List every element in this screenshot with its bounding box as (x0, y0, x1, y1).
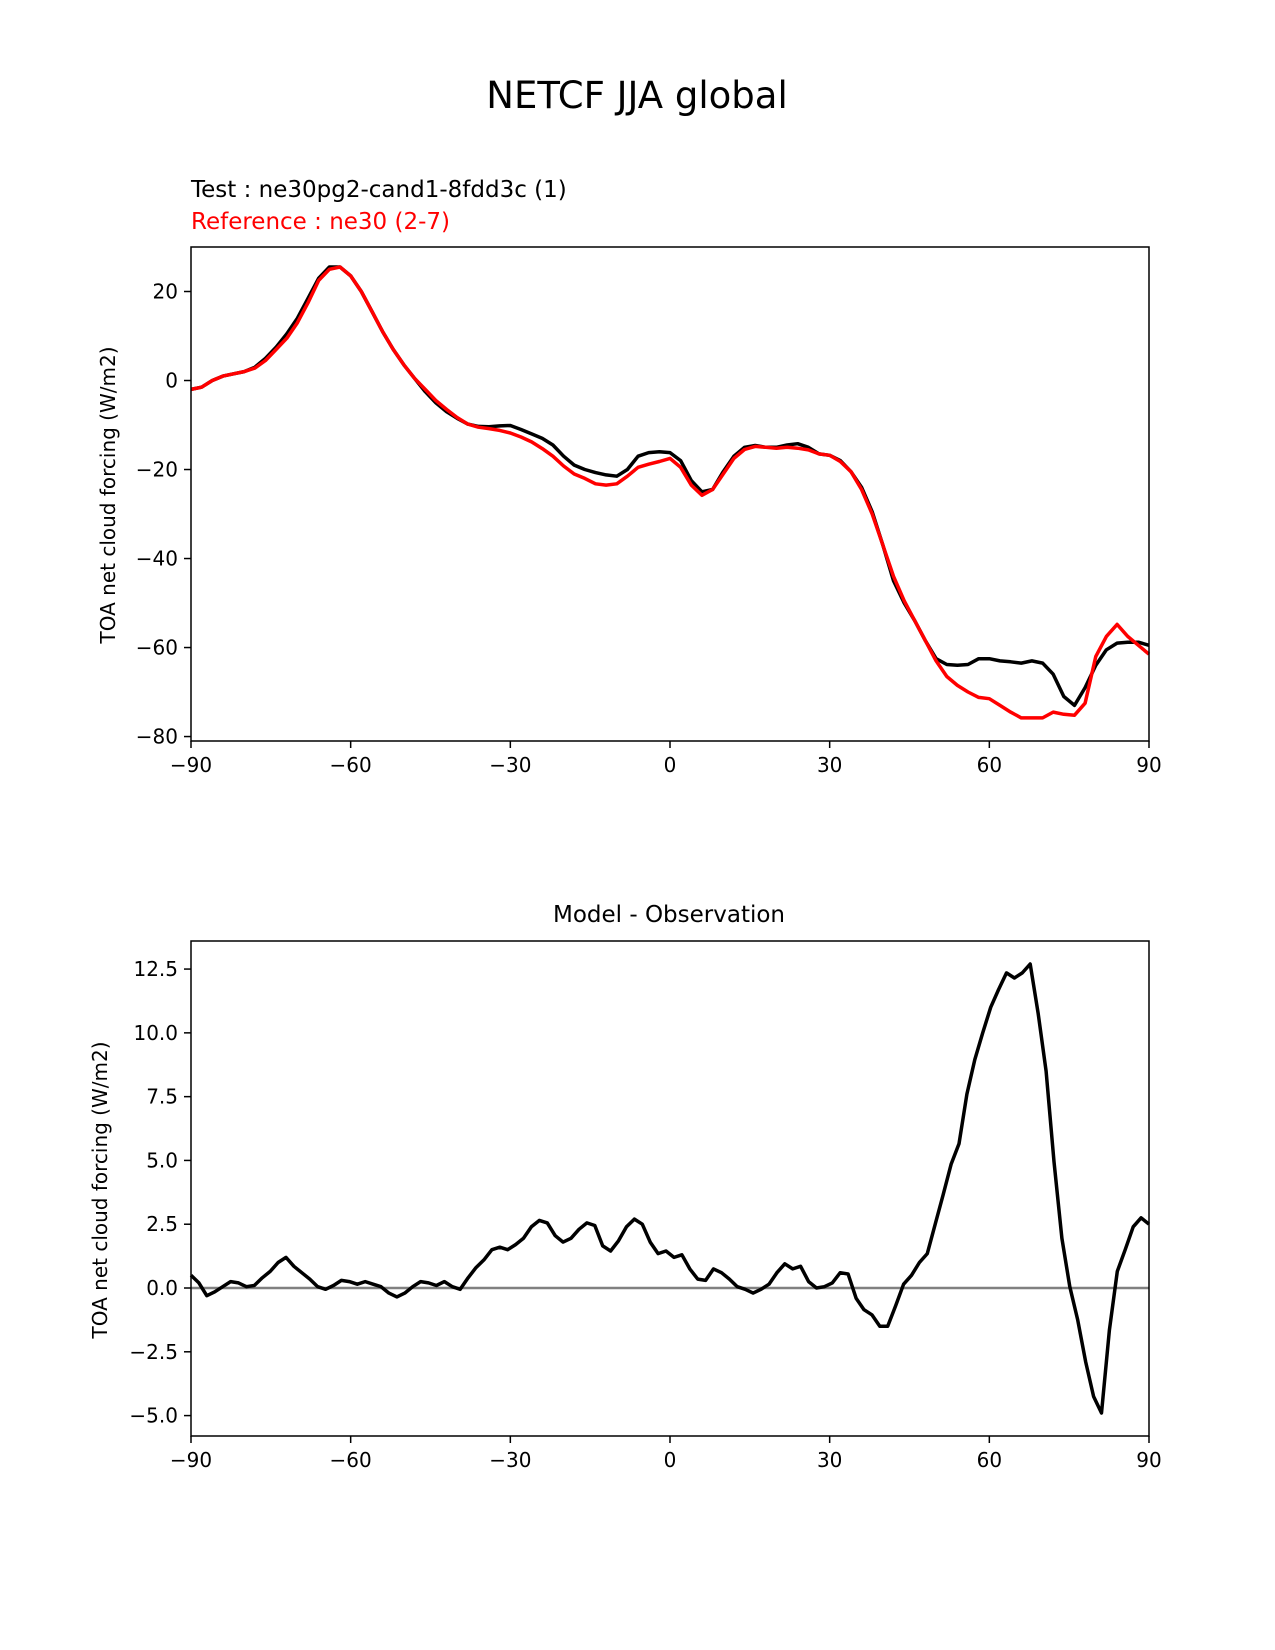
y-tick-label: −80 (136, 725, 178, 749)
top-y-axis-label: TOA net cloud forcing (W/m2) (96, 346, 120, 644)
x-tick-label: 90 (1136, 753, 1161, 777)
y-tick-label: 20 (153, 280, 178, 304)
y-tick-label: 12.5 (133, 957, 178, 981)
x-tick-label: 90 (1136, 1448, 1161, 1472)
x-tick-label: 30 (817, 753, 842, 777)
y-tick-label: 7.5 (146, 1085, 178, 1109)
x-tick-label: −60 (330, 1448, 372, 1472)
y-tick-label: 0 (165, 369, 178, 393)
y-tick-label: −5.0 (129, 1404, 178, 1428)
top-plot-area: −90 −60 −30 0 30 60 90 −80 −60 −40 −20 0 20 (136, 246, 1162, 777)
y-tick-label: 10.0 (133, 1021, 178, 1045)
x-tick-label: 30 (817, 1448, 842, 1472)
x-tick-label: 60 (977, 1448, 1002, 1472)
y-tick-label: 0.0 (146, 1276, 178, 1300)
y-tick-label: 2.5 (146, 1212, 178, 1236)
x-tick-label: −90 (170, 753, 212, 777)
x-tick-label: 0 (664, 753, 677, 777)
x-tick-label: −30 (489, 1448, 531, 1472)
bottom-plot-area: −90 −60 −30 0 30 60 90 −5.0 −2.5 0.0 2.5 5.0 7.5 10.0… (129, 940, 1162, 1472)
test-label: Test : ne30pg2-cand1-8fdd3c (1) (190, 177, 567, 203)
x-tick-label: 60 (977, 753, 1002, 777)
reference-label: Reference : ne30 (2-7) (191, 209, 450, 235)
y-tick-label: −2.5 (129, 1340, 178, 1364)
bottom-title: Model - Observation (553, 902, 785, 928)
bottom-y-axis-label: TOA net cloud forcing (W/m2) (88, 1041, 112, 1339)
x-tick-label: −30 (489, 753, 531, 777)
x-tick-label: −90 (170, 1448, 212, 1472)
figure-title: NETCF JJA global (486, 74, 787, 117)
series-line-reference (190, 265, 1151, 720)
y-tick-label: −20 (136, 458, 178, 482)
y-tick-label: −40 (136, 547, 178, 571)
series-line-diff (189, 962, 1151, 1415)
x-tick-label: 0 (664, 1448, 677, 1472)
top-panel: Test : ne30pg2-cand1-8fdd3c (1) Referenc… (96, 177, 1162, 777)
y-tick-label: 5.0 (146, 1148, 178, 1172)
x-tick-label: −60 (330, 753, 372, 777)
bottom-panel: Model - Observation TOA net cloud forcin… (88, 902, 1162, 1472)
y-tick-label: −60 (136, 636, 178, 660)
